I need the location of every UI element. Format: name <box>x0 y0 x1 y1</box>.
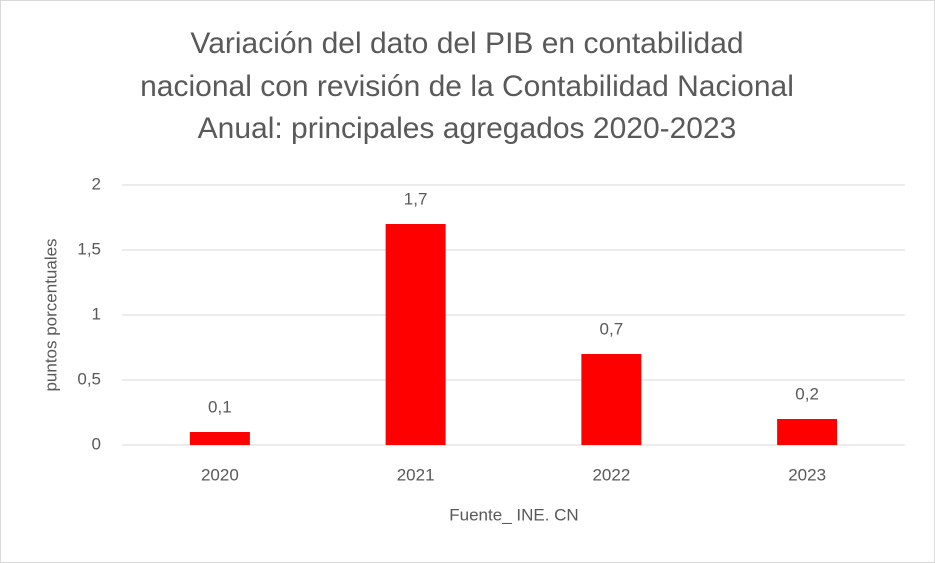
data-label: 0,2 <box>795 384 819 403</box>
data-label: 0,1 <box>208 397 232 416</box>
y-tick-label: 1 <box>92 304 101 323</box>
y-tick-label: 2 <box>92 174 101 193</box>
x-tick-label: 2022 <box>592 465 630 484</box>
bar <box>385 224 446 445</box>
chart-title: Anual: principales agregados 2020-2023 <box>198 112 737 145</box>
bar <box>777 419 838 445</box>
data-label: 1,7 <box>404 189 428 208</box>
x-axis-label: Fuente_ INE. CN <box>449 505 578 524</box>
y-axis-label: puntos porcentuales <box>41 238 60 391</box>
data-label: 0,7 <box>600 319 624 338</box>
bar <box>581 354 642 445</box>
x-tick-label: 2021 <box>397 465 435 484</box>
chart-title: Variación del dato del PIB en contabilid… <box>190 27 743 60</box>
y-tick-label: 1,5 <box>77 239 101 258</box>
bar <box>189 432 250 445</box>
chart-title: nacional con revisión de la Contabilidad… <box>140 70 794 103</box>
x-tick-label: 2023 <box>788 465 826 484</box>
y-tick-label: 0,5 <box>77 369 101 388</box>
y-tick-label: 0 <box>92 434 101 453</box>
x-tick-label: 2020 <box>201 465 239 484</box>
